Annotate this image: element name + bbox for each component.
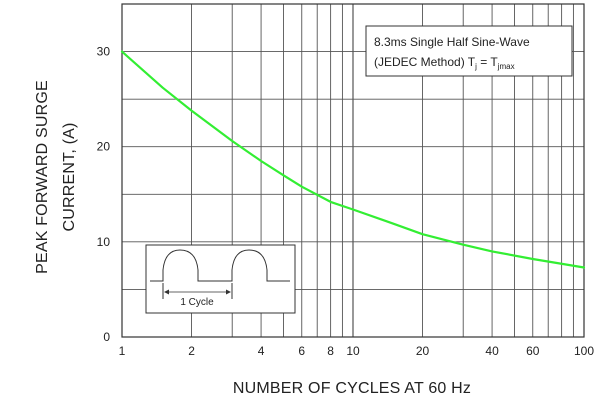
- x-tick-label: 1: [119, 344, 126, 358]
- y-tick-label: 30: [97, 45, 111, 59]
- series-group: [120, 50, 586, 269]
- x-axis-title: NUMBER OF CYCLES AT 60 Hz: [233, 380, 471, 397]
- y-tick-label: 0: [103, 330, 110, 344]
- major-gridlines: [191, 4, 574, 337]
- waveform-inset: 1 Cycle: [145, 244, 296, 314]
- y-axis-title-line-1: PEAK FORWARD SURGE: [34, 80, 51, 274]
- annotation-line-2: (JEDEC Method) Tj = Tjmax: [374, 55, 515, 71]
- annotation-line-1: 8.3ms Single Half Sine-Wave: [374, 35, 530, 49]
- series-line: [120, 50, 586, 269]
- x-tick-label: 100: [574, 344, 594, 358]
- cycle-arrowhead-right: [226, 289, 231, 295]
- cycle-label: 1 Cycle: [180, 297, 214, 308]
- y-tick-label: 20: [97, 140, 111, 154]
- x-tick-label: 20: [416, 344, 430, 358]
- x-tick-label: 4: [258, 344, 265, 358]
- x-tick-label: 10: [346, 344, 360, 358]
- x-tick-label: 40: [485, 344, 499, 358]
- annotation-box: 8.3ms Single Half Sine-Wave (JEDEC Metho…: [365, 25, 573, 77]
- cycle-arrowhead-left: [164, 289, 169, 295]
- y-axis-title-line-2: CURRENT, (A): [61, 122, 78, 231]
- x-tick-label: 60: [526, 344, 540, 358]
- x-tick-label: 2: [188, 344, 195, 358]
- x-tick-label: 8: [327, 344, 334, 358]
- y-tick-labels: 0 10 20 30: [97, 45, 111, 344]
- half-sine-waveform: [150, 249, 290, 282]
- plot-area-frame: [121, 3, 585, 338]
- y-tick-label: 10: [97, 235, 111, 249]
- x-tick-label: 6: [298, 344, 305, 358]
- x-tick-labels: 1 2 4 6 8 10 20 40 60 100: [119, 344, 595, 358]
